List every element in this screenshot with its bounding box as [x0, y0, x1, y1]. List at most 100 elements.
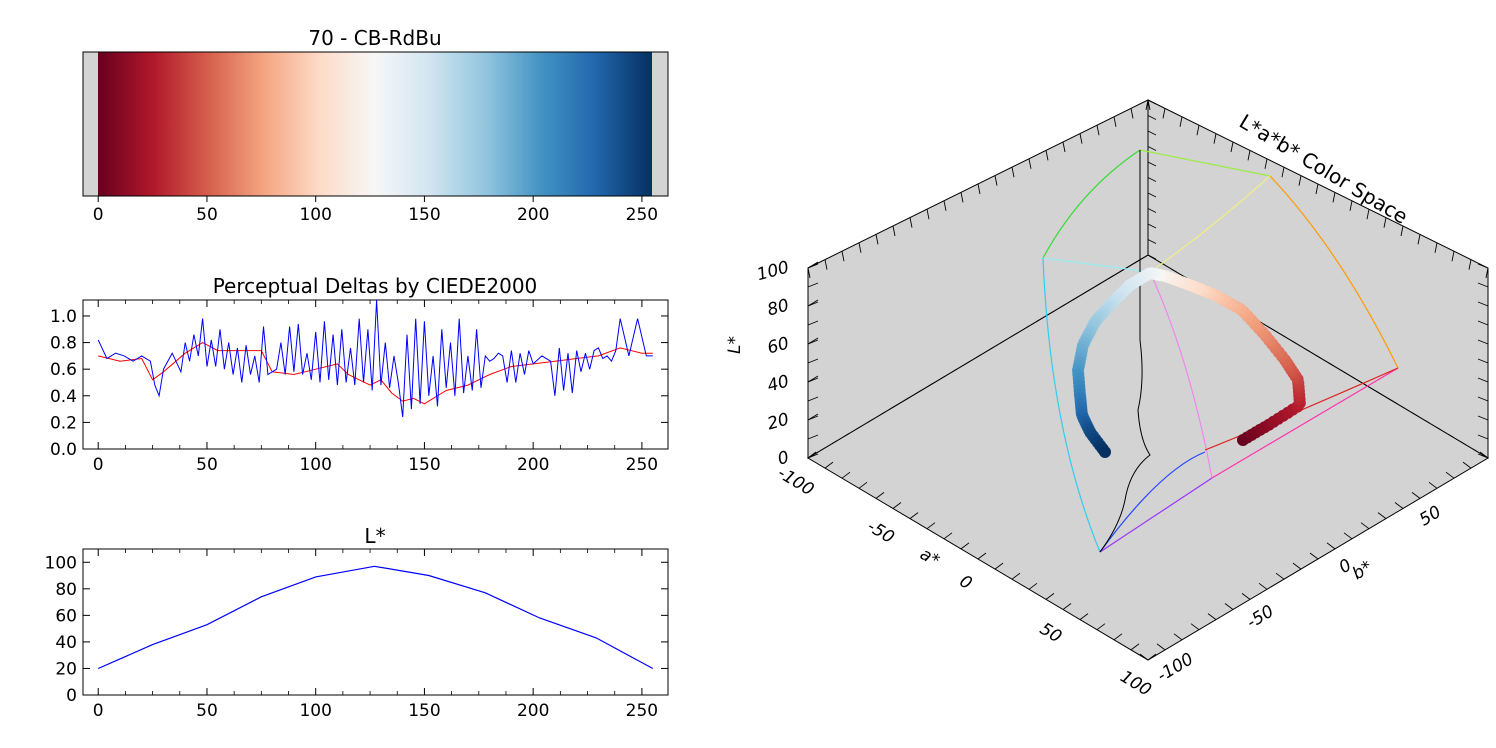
edge-tick: [807, 396, 819, 402]
gamut-edge: [1099, 477, 1213, 553]
edge-tick: [1162, 108, 1166, 119]
lightness-panel: L* 0 50 100 150 200 250 0 20 40 60 80 100: [45, 524, 669, 721]
edge-tick: [807, 358, 819, 364]
edge-tick: [943, 532, 953, 540]
edge-tick: [807, 453, 819, 459]
edge-tick: [1477, 434, 1489, 440]
edge-tick: [841, 471, 851, 479]
edge-tick: [1230, 141, 1234, 153]
edge-tick: [1028, 158, 1032, 169]
edge-tick: [1485, 267, 1489, 279]
L-tick-label: 0: [776, 448, 792, 470]
edge-tick: [977, 552, 987, 560]
series-line: [97, 299, 653, 418]
y-tick-label: 0: [66, 686, 77, 706]
lightness-frame: [82, 548, 669, 696]
y-tick-label: 80: [55, 580, 77, 600]
edge-tick: [909, 217, 913, 228]
edge-tick: [1147, 223, 1157, 229]
x-tick-label: 0: [93, 455, 104, 475]
x-tick-label: 250: [626, 205, 658, 225]
edge-tick: [1315, 183, 1319, 195]
edge-tick: [1360, 522, 1370, 530]
edge-tick: [1264, 158, 1268, 169]
edge-tick: [1011, 572, 1021, 580]
edge-tick: [1147, 254, 1157, 260]
edge-tick: [1139, 653, 1149, 661]
edge-tick: [1130, 643, 1140, 651]
x-tick-label: 0: [93, 701, 104, 721]
edge-tick: [1207, 613, 1217, 620]
edge-tick: [1377, 512, 1387, 519]
edge-tick: [1213, 133, 1217, 144]
edge-tick: [1156, 643, 1166, 651]
a-tick-label: -50: [864, 516, 898, 547]
edge-tick: [1179, 116, 1183, 127]
edge-tick: [1298, 175, 1302, 186]
edge-tick: [1477, 377, 1489, 383]
x-tick-label: 150: [408, 455, 440, 475]
edge-tick: [1292, 562, 1302, 570]
edge-tick: [1147, 653, 1157, 661]
edge-tick: [1462, 461, 1472, 469]
edge-tick: [1224, 603, 1234, 610]
edge-tick: [1477, 396, 1489, 402]
gamut-edge: [1099, 451, 1206, 553]
y-tick-label: 20: [55, 659, 77, 679]
edge-tick: [1062, 141, 1066, 153]
edge-tick: [1096, 623, 1106, 631]
y-tick-label: 100: [45, 553, 77, 573]
edge-tick: [1400, 225, 1404, 237]
edge-tick: [807, 339, 819, 345]
edge-tick: [841, 251, 845, 262]
edge-tick: [1145, 99, 1149, 111]
edge-tick: [1147, 99, 1157, 105]
a-tick-label: 50: [1036, 619, 1065, 647]
edge-tick: [1028, 582, 1038, 590]
x-tick-label: 250: [626, 701, 658, 721]
edge-tick: [977, 183, 981, 195]
edge-tick: [1332, 192, 1336, 203]
edge-tick: [1147, 146, 1157, 151]
x-tick-label: 0: [93, 205, 104, 225]
gamut-edge: [1042, 257, 1151, 273]
L-tick-label: 80: [765, 296, 791, 321]
edge-tick: [892, 225, 896, 237]
edge-tick: [1477, 301, 1489, 307]
gamut-edge: [1139, 149, 1271, 177]
edge-tick: [1147, 177, 1157, 182]
edge-tick: [1096, 125, 1100, 136]
y-tick-label: 0.8: [50, 334, 77, 354]
edge-tick: [943, 200, 947, 211]
edge-tick: [892, 502, 902, 509]
colorbar-title: 70 - CB-RdBu: [308, 26, 441, 50]
edge-tick: [807, 415, 819, 421]
y-tick-label: 0.2: [50, 413, 77, 433]
edge-tick: [1366, 209, 1370, 220]
edge-tick: [1079, 613, 1089, 620]
edge-tick: [1451, 251, 1455, 262]
edge-tick: [1411, 492, 1421, 499]
edge-tick: [858, 242, 862, 253]
gamut-edge: [1211, 367, 1399, 479]
b-tick-label: -50: [1243, 601, 1277, 632]
edge-tick: [1079, 133, 1083, 144]
edge-tick: [1147, 239, 1157, 244]
edge-tick: [1445, 471, 1455, 479]
y-tick-label: 1.0: [50, 307, 77, 327]
x-tick-label: 150: [408, 205, 440, 225]
x-tick-label: 150: [408, 701, 440, 721]
x-tick-label: 100: [299, 455, 331, 475]
edge-tick: [960, 542, 970, 550]
edge-tick: [1196, 125, 1200, 136]
edge-tick: [1349, 200, 1353, 211]
edge-tick: [1394, 502, 1404, 509]
L-tick-label: 20: [765, 410, 791, 435]
lab3d-a-label: a*: [916, 544, 943, 571]
deltas-panel: Perceptual Deltas by CIEDE2000 0 50 100 150…: [50, 274, 669, 475]
x-tick-label: 200: [517, 455, 549, 475]
edge-tick: [1275, 572, 1285, 580]
edge-tick: [1383, 217, 1387, 228]
a-tick-label: -100: [774, 463, 817, 500]
gamut-edge: [1042, 257, 1101, 553]
